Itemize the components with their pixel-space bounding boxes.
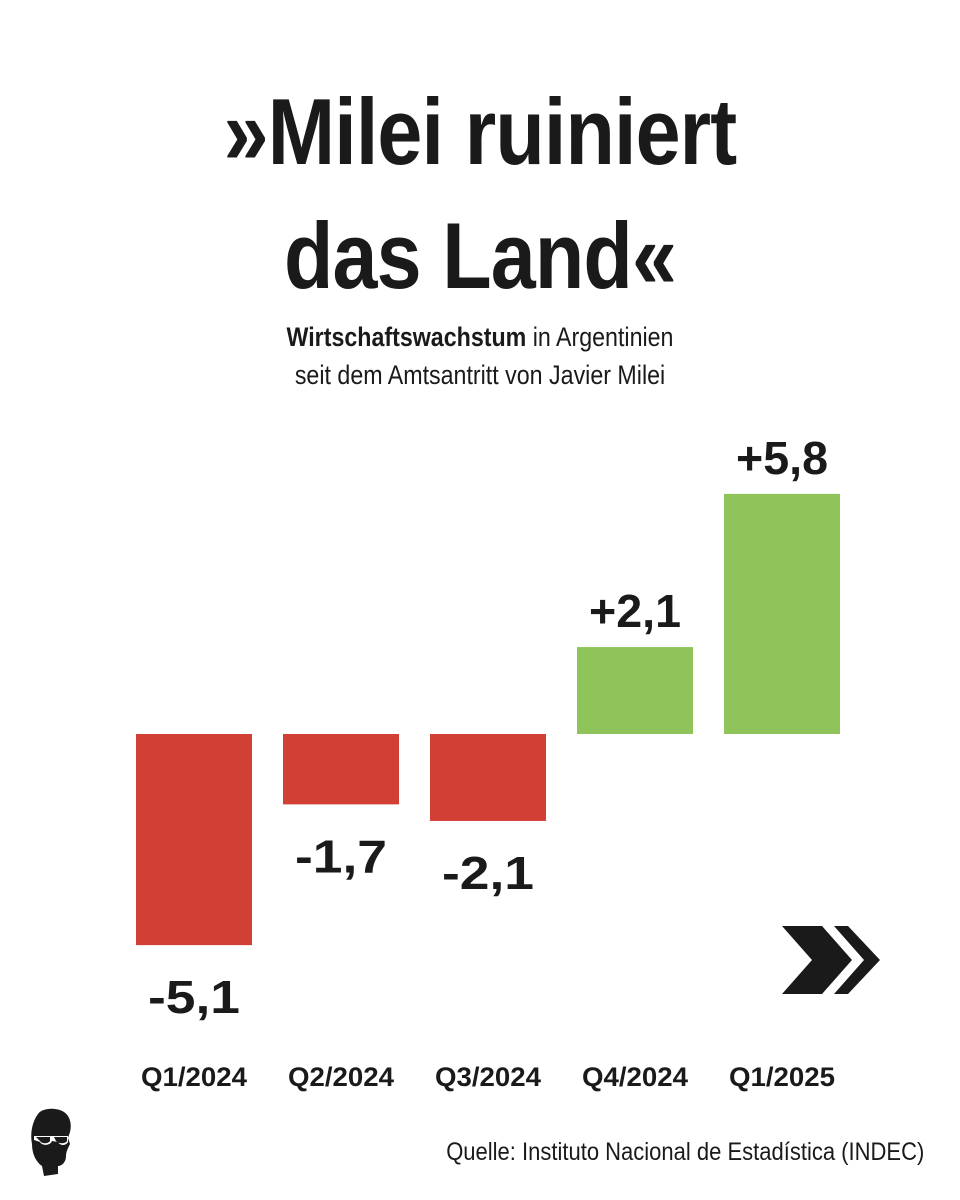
chart-title: »Milei ruiniert das Land« — [67, 70, 893, 318]
category-label-q4-2024: Q4/2024 — [582, 1062, 688, 1092]
bar-q3-2024 — [430, 734, 546, 821]
title-line-2: das Land« — [283, 203, 677, 308]
value-label-q3-2024: -2,1 — [442, 847, 534, 899]
value-label-q2-2024: -1,7 — [295, 830, 387, 882]
silhouette-head-sunglasses-icon — [31, 1108, 71, 1176]
subtitle-line-1: Wirtschaftswachstum in Argentinien — [67, 318, 893, 356]
value-label-q4-2024: +2,1 — [589, 585, 681, 637]
category-label-q1-2025: Q1/2025 — [729, 1062, 835, 1092]
bar-q2-2024 — [283, 734, 399, 805]
category-label-q1-2024: Q1/2024 — [141, 1062, 247, 1092]
subtitle-rest: in Argentinien — [526, 322, 674, 352]
bar-q1-2025 — [724, 493, 840, 734]
subtitle-line-2: seit dem Amtsantritt von Javier Milei — [294, 360, 666, 390]
value-label-q1-2025: +5,8 — [736, 432, 828, 484]
bar-q1-2024 — [136, 734, 252, 946]
source-note: Quelle: Instituto Nacional de Estadístic… — [445, 1138, 924, 1166]
category-label-q3-2024: Q3/2024 — [435, 1062, 541, 1092]
bar-q4-2024 — [577, 647, 693, 734]
chart-subtitle: Wirtschaftswachstum in Argentinien seit … — [67, 318, 893, 394]
category-label-q2-2024: Q2/2024 — [288, 1062, 394, 1092]
double-chevron-right-icon[interactable] — [780, 926, 882, 994]
value-label-q1-2024: -5,1 — [148, 971, 240, 1023]
title-line-1: »Milei ruiniert — [223, 79, 738, 184]
subtitle-bold: Wirtschaftswachstum — [286, 322, 527, 352]
